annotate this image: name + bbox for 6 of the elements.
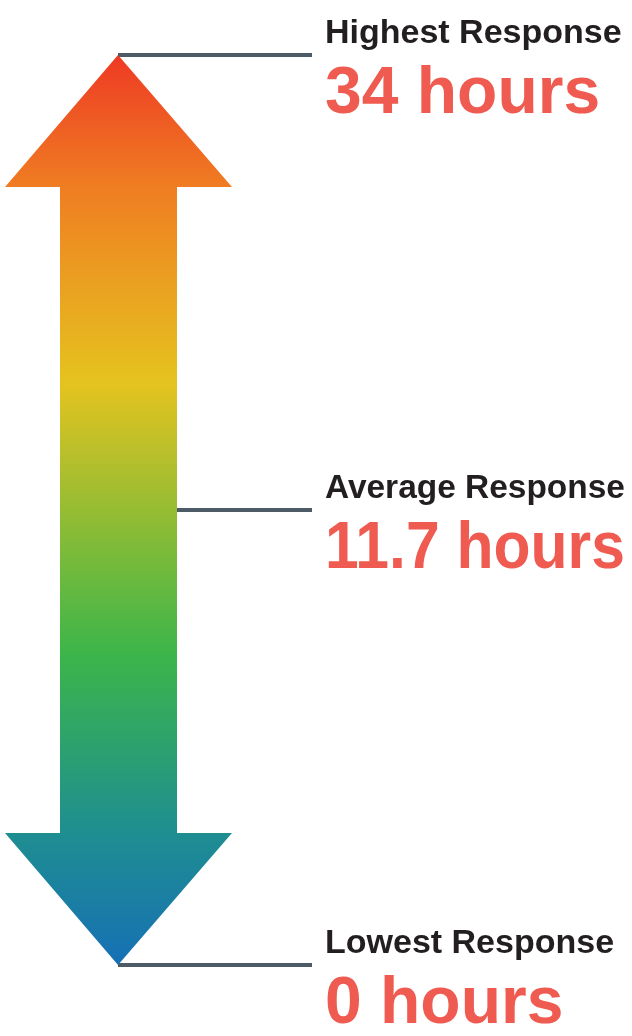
data-label: 0 hours	[325, 963, 564, 1036]
data-label: 34 hours	[325, 53, 601, 127]
category-label: Average Response	[325, 466, 625, 506]
category-label: Lowest Response	[325, 922, 615, 960]
category-label: Highest Response	[325, 12, 622, 50]
data-label: 11.7 hours	[325, 508, 625, 582]
